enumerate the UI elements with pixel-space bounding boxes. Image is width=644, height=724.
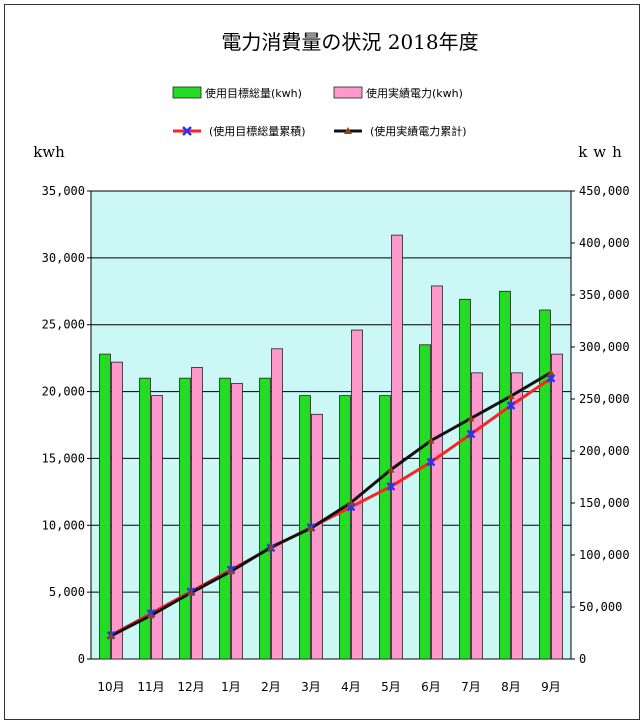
point-marker-stroke [546,373,556,383]
x-tick-label: 2月 [261,680,281,694]
target-cumulative-point [506,401,516,410]
actual-cumulative-point [387,466,395,473]
actual-bar [271,348,283,660]
target-cumulative-point [386,482,396,491]
plot-background [90,190,572,660]
right-tick-label: 0 [579,652,586,666]
actual-cumulative-point [227,567,235,575]
left-tick-label: 15,000 [42,451,85,465]
electricity-chart: 電力消費量の状況 2018年度 使用目標総量(kwh) 使用実績電力(kwh) (使… [33,30,630,694]
actual-cumulative-point [427,437,435,444]
left-axis-unit: kwh [33,143,65,161]
right-tick-label: 250,000 [579,392,630,406]
actual-bar [551,353,563,660]
left-tick-label: 25,000 [42,318,85,332]
actual-bar [391,234,403,660]
x-tick-label: 1月 [221,680,241,694]
right-tick-label: 150,000 [579,496,630,510]
actual-bar [231,383,243,660]
point-marker-stroke [386,482,396,491]
target-bar [379,395,391,660]
right-tick-label: 450,000 [579,184,630,198]
actual-cumulative-point [107,632,115,639]
actual-bar [471,372,483,660]
legend-label-actual-cumulative: (使用実績電力累計) [370,124,467,138]
x-tick-label: 10月 [97,680,124,694]
x-tick-label: 6月 [421,680,441,694]
x-tick-label: 5月 [381,680,401,694]
actual-bar [191,367,203,660]
legend-marker-actual [344,127,352,134]
actual-bar [511,372,523,660]
left-tick-label: 0 [78,652,85,666]
right-axis-unit: kwh [578,143,628,161]
right-tick-label: 400,000 [579,236,630,250]
left-tick-label: 10,000 [42,518,85,532]
legend: 使用目標総量(kwh) 使用実績電力(kwh) (使用目標総量累積) (使用実績電力累… [172,86,467,138]
actual-bar [431,285,443,660]
target-bar [459,298,471,660]
point-marker-stroke [426,457,436,467]
left-tick-label: 30,000 [42,251,85,265]
target-bar [499,290,511,660]
actual-cumulative-point [147,611,155,619]
right-tick-label: 100,000 [579,548,630,562]
left-tick-label: 5,000 [49,585,85,599]
actual-cumulative-point [547,368,555,376]
right-tick-label: 200,000 [579,444,630,458]
x-tick-label: 3月 [301,680,321,694]
right-tick-label: 50,000 [579,600,622,614]
actual-cumulative-point [307,524,315,532]
point-marker-stroke [506,401,516,410]
target-bar [539,309,551,660]
point-marker-stroke [466,429,476,439]
actual-bar [111,361,123,660]
actual-cumulative-point [267,543,275,551]
target-cumulative-point [426,457,436,467]
actual-cumulative-point [187,589,195,596]
actual-cumulative-line [110,371,552,638]
x-tick-label: 9月 [541,680,561,694]
chart-title: 電力消費量の状況 2018年度 [221,30,478,54]
right-tick-label: 350,000 [579,288,630,302]
right-tick-label: 300,000 [579,340,630,354]
legend-swatch-target [172,86,202,99]
actual-cumulative-point [467,414,475,422]
x-tick-label: 11月 [137,680,164,694]
actual-bar [311,413,323,660]
legend-label-actual: 使用実績電力(kwh) [366,86,463,100]
actual-cumulative-point [347,499,355,506]
plot-area: 0 5,000 10,000 15,000 20,000 25,000 30,000 35,0… [42,184,630,694]
chart-frame: 電力消費量の状況 2018年度 使用目標総量(kwh) 使用実績電力(kwh) (使… [4,4,640,720]
target-bar [219,377,231,660]
target-cumulative-point [466,429,476,439]
x-tick-label: 4月 [341,680,361,694]
legend-label-target-cumulative: (使用目標総量累積) [209,124,306,138]
target-bar [259,377,271,660]
legend-swatch-actual [333,86,363,99]
target-bar [139,377,151,660]
left-tick-label: 20,000 [42,385,85,399]
target-bar [419,344,431,660]
actual-cumulative-point [507,392,515,400]
target-cumulative-point [546,373,556,383]
x-tick-label: 12月 [177,680,204,694]
legend-marker-target [182,126,192,136]
x-tick-label: 8月 [501,680,521,694]
legend-label-target: 使用目標総量(kwh) [205,86,302,100]
target-bar [179,377,191,660]
target-bar [99,353,111,660]
target-bar [339,395,351,660]
x-tick-label: 7月 [461,680,481,694]
left-tick-label: 35,000 [42,184,85,198]
actual-bar [151,395,163,660]
